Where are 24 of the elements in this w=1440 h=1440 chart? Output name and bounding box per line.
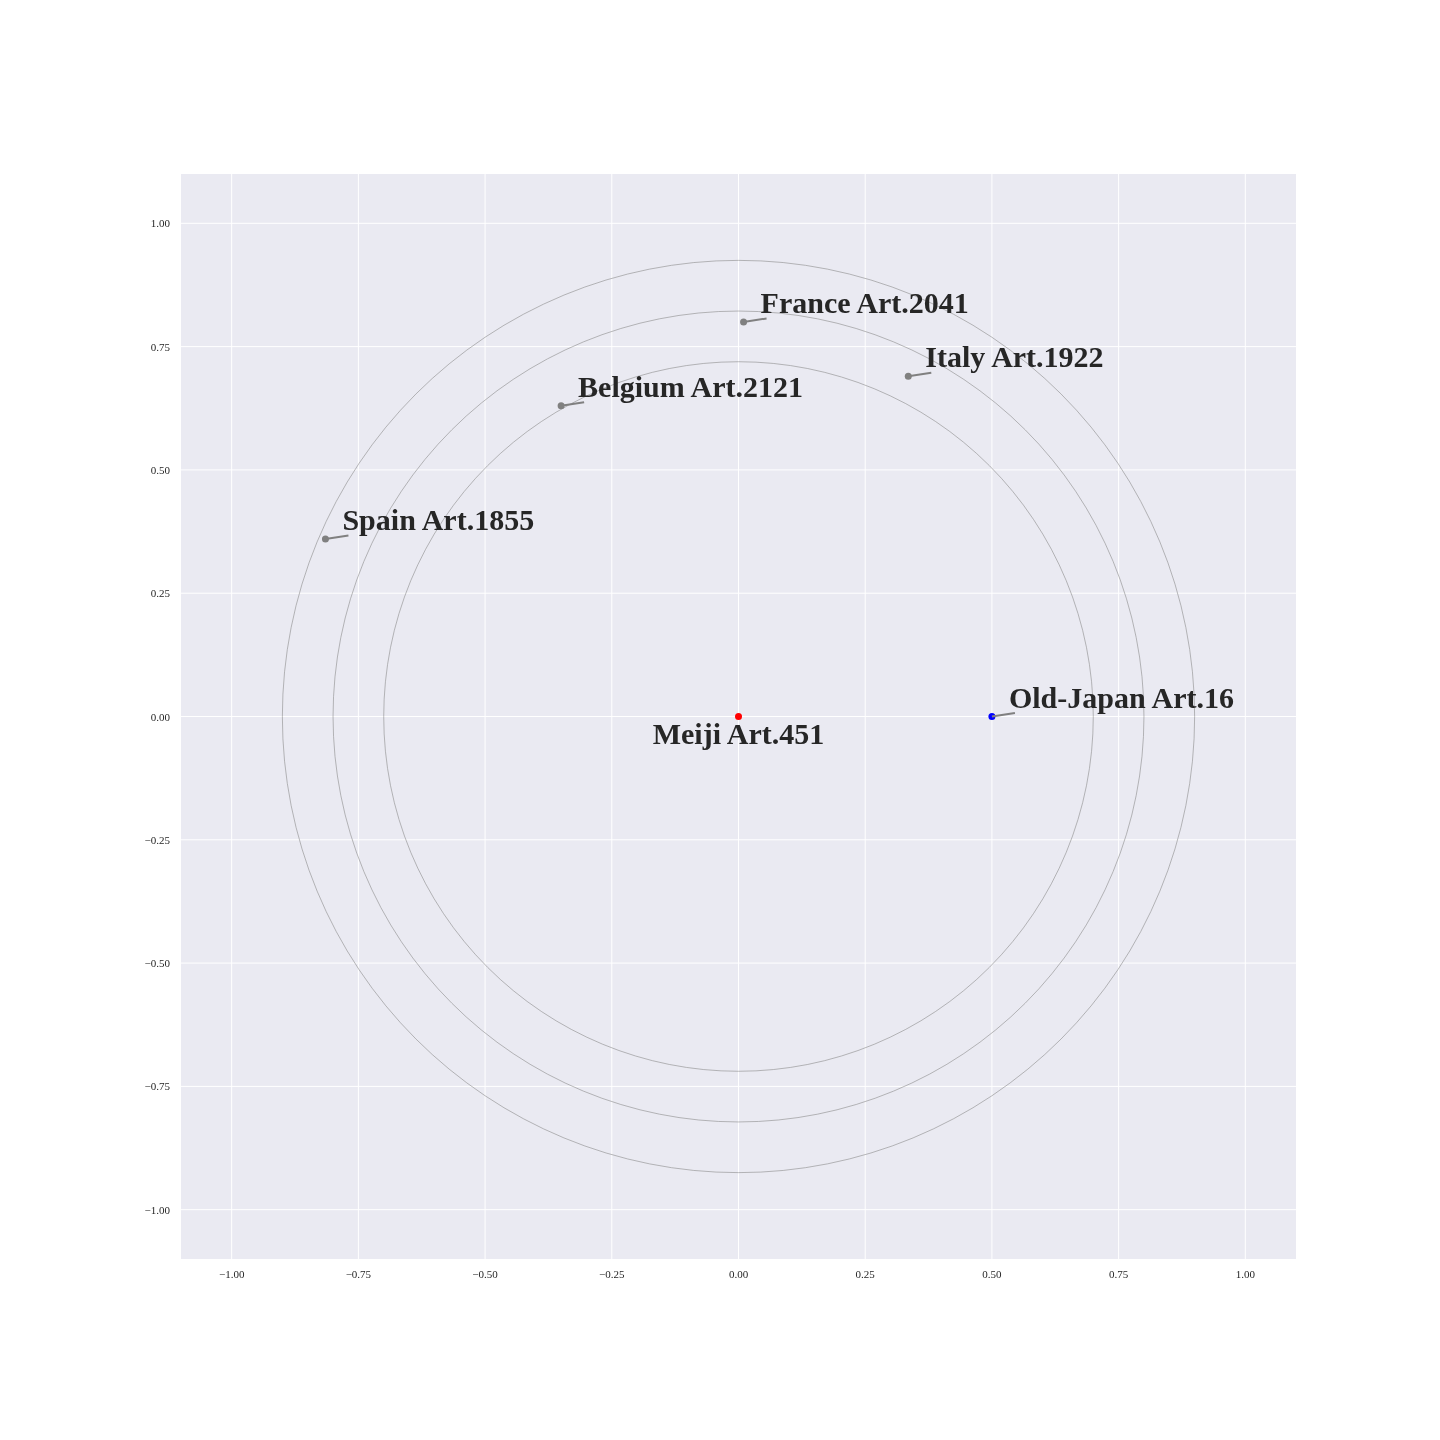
annotation: Belgium Art.2121 [578, 369, 804, 403]
y-tick-label: 0.25 [150, 587, 171, 600]
x-tick-label: −0.25 [599, 1268, 626, 1280]
y-tick-label: −0.75 [144, 1080, 171, 1093]
y-tick-label: 0.00 [150, 710, 171, 723]
y-tick-label: −0.25 [144, 833, 171, 846]
x-tick-label: −0.50 [472, 1268, 499, 1280]
y-tick-label: 1.00 [150, 217, 171, 230]
x-tick-label: 1.00 [1235, 1268, 1256, 1280]
x-tick-label: 0.25 [855, 1268, 876, 1280]
annotation: Spain Art.1855 [342, 502, 535, 536]
annotation: France Art.2041 [760, 285, 969, 319]
annotation: Old-Japan Art.16 [1008, 680, 1234, 714]
annotation: Italy Art.1922 [925, 340, 1104, 374]
x-tick-label: 0.00 [728, 1268, 749, 1280]
y-tick-label: 0.50 [150, 463, 171, 476]
x-tick-label: 0.75 [1108, 1268, 1129, 1280]
y-tick-label: −0.50 [144, 957, 171, 970]
y-tick-label: −1.00 [144, 1203, 171, 1216]
y-tick-label: 0.75 [150, 340, 171, 353]
annotation: Meiji Art.451 [652, 716, 825, 750]
x-tick-label: 0.50 [982, 1268, 1003, 1280]
x-tick-label: −0.75 [345, 1268, 372, 1280]
x-tick-label: −1.00 [218, 1268, 245, 1280]
